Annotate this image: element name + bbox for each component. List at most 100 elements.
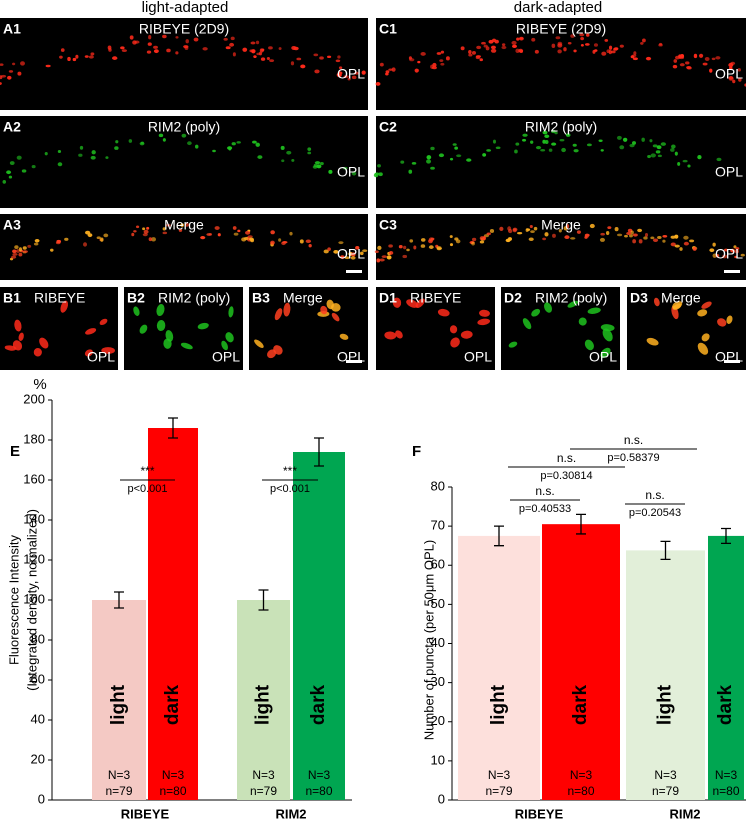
puncta [420,244,426,248]
puncta [679,63,685,67]
puncta [565,133,571,137]
puncta [486,149,492,152]
puncta [598,139,603,142]
puncta [72,57,77,62]
micrograph [0,116,368,208]
puncta [674,151,678,156]
puncta [108,47,112,52]
puncta [59,55,63,59]
puncta [312,165,318,169]
puncta [296,57,302,61]
region-label: OPL [337,66,365,82]
puncta [450,337,460,348]
puncta [602,328,613,342]
puncta [379,62,384,67]
puncta [195,144,199,149]
puncta [256,52,261,56]
puncta [640,41,644,45]
puncta [632,239,637,244]
y-axis-title: (Integrated density, normalized) [24,509,39,691]
puncta [175,36,179,39]
bar [148,428,198,800]
puncta [45,64,51,68]
puncta [619,145,625,150]
puncta [323,249,329,254]
puncta [241,237,247,242]
significance-mark: *** [283,464,297,478]
puncta [18,247,23,252]
y-tick-label: 70 [431,518,445,533]
puncta [544,134,550,138]
puncta [18,252,23,257]
series-label: dark [570,685,591,726]
puncta [12,253,18,256]
puncta [338,66,343,70]
puncta [646,337,659,346]
n-animals: N=3 [308,768,331,782]
puncta [350,256,356,260]
puncta [430,166,435,170]
puncta [162,138,166,142]
puncta [522,133,528,137]
puncta [589,223,595,229]
puncta [230,36,235,41]
panel-label: E [10,443,20,460]
puncta [17,71,22,76]
puncta [584,233,590,237]
puncta [335,59,341,63]
n-animals: N=3 [162,768,185,782]
puncta [551,43,556,49]
series-label: light [488,684,509,725]
panel-title: RIM2 (poly) [525,119,597,135]
puncta [557,43,563,48]
puncta [456,154,462,158]
puncta [505,238,511,243]
y-tick-label: 120 [23,551,45,566]
puncta [680,54,685,58]
puncta [153,49,159,54]
puncta [578,317,587,326]
puncta [308,244,312,248]
puncta [281,159,285,163]
y-tick-label: 160 [23,471,45,486]
panel-label: D3 [630,290,648,306]
puncta [131,232,135,237]
puncta [629,234,633,238]
puncta [722,254,728,259]
puncta [7,75,12,80]
puncta [175,51,179,55]
puncta [702,62,708,66]
puncta [250,238,255,243]
puncta [180,342,193,350]
puncta [165,330,174,342]
puncta [632,141,637,145]
puncta [600,324,615,332]
puncta [232,226,237,230]
puncta [438,153,445,158]
puncta [406,248,410,252]
puncta [289,231,293,236]
puncta [60,300,69,313]
puncta [530,230,535,233]
puncta [221,340,228,351]
puncta [726,315,733,324]
puncta [437,308,450,317]
puncta [652,238,659,242]
puncta [567,42,572,45]
puncta [148,237,153,242]
puncta [715,56,721,60]
puncta [567,300,579,308]
puncta [675,55,681,60]
y-tick-label: 80 [431,478,445,493]
puncta [580,43,584,47]
error-bar [494,525,504,547]
puncta [184,222,190,227]
puncta [411,161,417,165]
puncta [314,161,321,165]
puncta [291,158,295,162]
puncta [728,76,734,81]
puncta [650,153,656,158]
puncta [386,255,392,260]
puncta [403,245,407,250]
